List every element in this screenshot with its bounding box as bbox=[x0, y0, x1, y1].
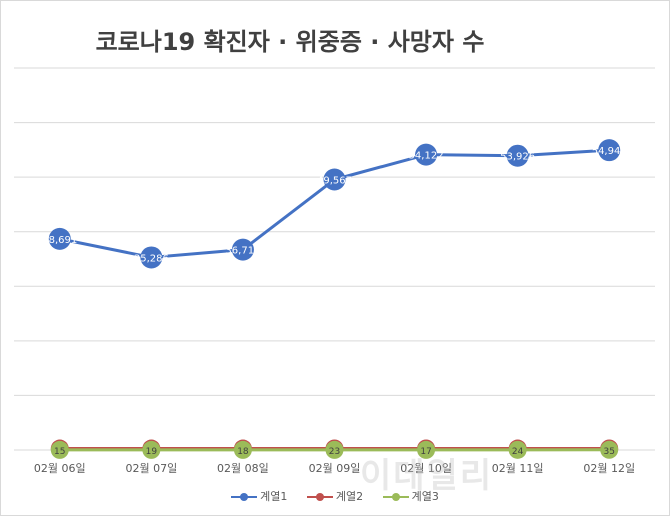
legend-swatch-series1 bbox=[231, 492, 258, 502]
legend-item-series1: 계열1 bbox=[231, 488, 287, 504]
x-tick-label: 02월 08일 bbox=[217, 461, 269, 475]
data-point bbox=[140, 246, 163, 269]
data-point bbox=[325, 440, 344, 459]
data-point bbox=[598, 139, 621, 162]
series-layer: 38,691 35,286 36,719 49,567 54,122 53,926 54,9… bbox=[42, 139, 627, 459]
data-point bbox=[323, 168, 346, 191]
watermark: 이데일리 bbox=[360, 456, 494, 496]
data-point bbox=[48, 227, 71, 250]
legend-label-series3: 계열3 bbox=[411, 490, 439, 503]
data-label: 15 bbox=[54, 447, 65, 457]
data-label: 54,122 bbox=[409, 151, 444, 162]
data-label: 24 bbox=[512, 447, 524, 457]
legend-label-series2: 계열2 bbox=[335, 490, 364, 503]
data-point bbox=[231, 238, 254, 261]
legend-swatch-series3 bbox=[382, 492, 409, 502]
data-point bbox=[233, 440, 252, 459]
data-point bbox=[506, 144, 529, 167]
legend: 계열1 계열2 계열3 bbox=[0, 488, 670, 504]
legend-item-series2: 계열2 bbox=[306, 488, 364, 504]
data-label: 53,926 bbox=[500, 152, 535, 163]
data-point bbox=[415, 143, 438, 166]
data-point bbox=[142, 440, 161, 459]
x-tick-label: 02월 11일 bbox=[492, 461, 544, 475]
x-tick-label: 02월 10일 bbox=[400, 461, 452, 475]
x-tick-label: 02월 12일 bbox=[583, 461, 635, 475]
legend-swatch-series2 bbox=[306, 492, 333, 502]
data-label: 17 bbox=[420, 447, 431, 457]
series-line bbox=[59, 148, 610, 259]
data-label: 36,719 bbox=[225, 246, 260, 257]
data-label: 19 bbox=[146, 447, 158, 457]
x-tick-label: 02월 06일 bbox=[34, 461, 86, 475]
data-label: 49,567 bbox=[317, 176, 352, 187]
data-label: 54,941 bbox=[592, 146, 627, 157]
data-point bbox=[417, 440, 436, 459]
chart-title: 코로나19 확진자 · 위중증 · 사망자 수 bbox=[95, 28, 485, 56]
x-axis: 02월 06일 02월 07일 02월 08일 02월 09일 02월 10일 02월 1… bbox=[14, 449, 655, 475]
x-tick-label: 02월 09일 bbox=[309, 461, 361, 475]
data-point bbox=[50, 440, 69, 459]
series-3: 15 19 18 23 17 24 35 bbox=[50, 440, 619, 459]
legend-item-series3: 계열3 bbox=[382, 488, 439, 504]
data-label: 38,691 bbox=[42, 235, 77, 246]
data-label: 23 bbox=[329, 447, 340, 457]
data-label: 35 bbox=[603, 447, 614, 457]
x-tick-label: 02월 07일 bbox=[125, 461, 177, 475]
data-point bbox=[508, 440, 527, 459]
data-point bbox=[600, 440, 619, 459]
legend-label-series1: 계열1 bbox=[260, 490, 288, 503]
data-label: 18 bbox=[237, 447, 249, 457]
gridlines bbox=[14, 67, 655, 396]
data-label: 35,286 bbox=[134, 253, 169, 264]
series-1: 38,691 35,286 36,719 49,567 54,122 53,926 54,9… bbox=[42, 139, 627, 269]
